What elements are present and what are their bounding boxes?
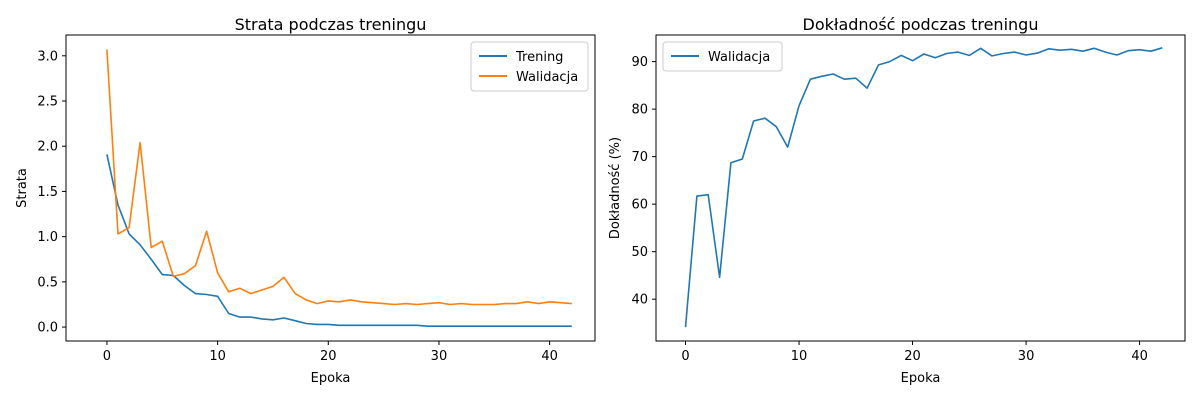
loss-x-ticks: 0 10 20 30 40 — [103, 341, 558, 364]
loss-line-walidacja — [106, 49, 572, 306]
accuracy-chart: Dokładność podczas treningu 0 10 20 30 40 40… — [608, 15, 1186, 386]
accuracy-y-tick-label: 80 — [631, 103, 648, 118]
loss-legend-label-walidacja: Walidacja — [516, 70, 578, 85]
loss-x-tick-label: 0 — [103, 349, 111, 364]
accuracy-legend-box — [662, 41, 783, 72]
accuracy-x-axis-label: Epoka — [901, 371, 941, 386]
accuracy-chart-title: Dokładność podczas treningu — [803, 15, 1039, 34]
accuracy-plot-area — [655, 34, 1186, 342]
loss-y-tick-label: 2.0 — [37, 140, 58, 155]
loss-legend-box — [470, 41, 589, 92]
loss-y-tick-label: 1.5 — [37, 185, 58, 200]
accuracy-x-tick-label: 30 — [1018, 349, 1035, 364]
loss-line-trening — [106, 154, 572, 328]
loss-x-tick-label: 40 — [541, 349, 558, 364]
accuracy-y-tick-label: 40 — [631, 293, 648, 308]
loss-y-tick-label: 1.0 — [37, 230, 58, 245]
accuracy-x-tick-label: 20 — [904, 349, 921, 364]
accuracy-y-tick-label: 60 — [631, 198, 648, 213]
accuracy-legend-label-walidacja: Walidacja — [708, 50, 770, 65]
accuracy-line-walidacja — [684, 47, 1163, 328]
loss-series-lines — [106, 49, 572, 328]
loss-y-tick-label: 0.5 — [37, 275, 58, 290]
loss-legend-label-trening: Trening — [515, 50, 563, 65]
loss-y-tick-label: 3.0 — [37, 49, 58, 64]
accuracy-x-tick-label: 0 — [681, 349, 689, 364]
accuracy-legend: Walidacja — [662, 41, 783, 72]
accuracy-y-tick-label: 90 — [631, 55, 648, 70]
accuracy-y-ticks: 40 50 60 70 80 90 — [631, 55, 656, 308]
loss-x-tick-label: 20 — [320, 349, 337, 364]
loss-chart-title: Strata podczas treningu — [235, 15, 427, 34]
loss-x-axis-label: Epoka — [311, 371, 351, 386]
loss-x-tick-label: 30 — [431, 349, 448, 364]
loss-plot-area — [65, 34, 596, 342]
accuracy-series-lines — [684, 47, 1163, 328]
loss-y-tick-label: 2.5 — [37, 95, 58, 110]
loss-y-ticks: 0.0 0.5 1.0 1.5 2.0 2.5 3.0 — [37, 49, 66, 336]
loss-chart: Strata podczas treningu 0 10 20 30 40 0.0 0.5… — [15, 15, 596, 386]
loss-y-axis-label: Strata — [15, 168, 30, 208]
loss-legend: Trening Walidacja — [470, 41, 589, 92]
loss-y-tick-label: 0.0 — [37, 321, 58, 336]
accuracy-y-tick-label: 50 — [631, 245, 648, 260]
accuracy-x-tick-label: 40 — [1131, 349, 1148, 364]
loss-x-tick-label: 10 — [209, 349, 226, 364]
accuracy-y-tick-label: 70 — [631, 150, 648, 165]
accuracy-x-ticks: 0 10 20 30 40 — [681, 341, 1148, 364]
accuracy-y-axis-label: Dokładność (%) — [608, 137, 623, 239]
accuracy-x-tick-label: 10 — [791, 349, 808, 364]
